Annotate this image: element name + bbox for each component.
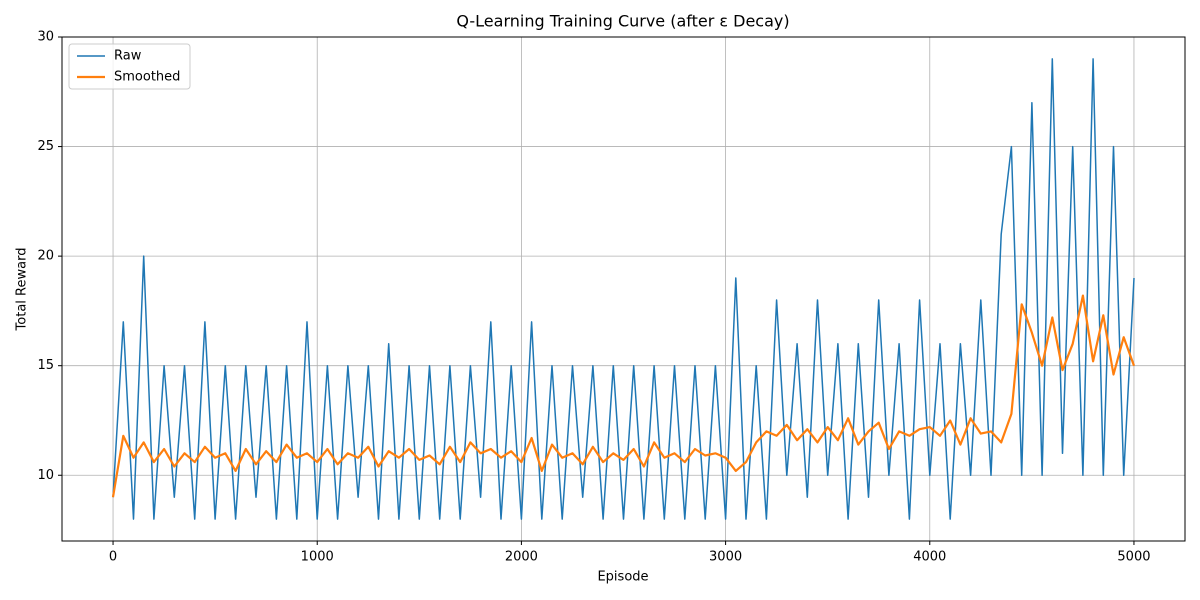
y-tick-label: 15 — [37, 358, 54, 373]
y-tick-label: 25 — [37, 139, 54, 154]
y-tick-label: 20 — [37, 249, 54, 264]
y-axis-label: Total Reward — [15, 248, 30, 332]
plot-frame — [61, 36, 1186, 542]
chart-title: Q-Learning Training Curve (after ε Decay… — [456, 12, 789, 31]
legend-label: Smoothed — [114, 70, 180, 85]
legend-label: Raw — [114, 49, 142, 64]
x-tick-label: 2000 — [505, 550, 538, 565]
x-tick-label: 1000 — [301, 550, 334, 565]
x-axis-label: Episode — [597, 570, 648, 585]
data-line — [112, 58, 1135, 520]
y-tick-label: 10 — [37, 468, 54, 483]
x-tick-label: 3000 — [709, 550, 742, 565]
x-tick-label: 4000 — [913, 550, 946, 565]
y-tick-label: 30 — [37, 30, 54, 45]
data-line — [111, 294, 1136, 498]
x-tick-label: 0 — [109, 550, 117, 565]
x-tick-label: 5000 — [1117, 550, 1150, 565]
